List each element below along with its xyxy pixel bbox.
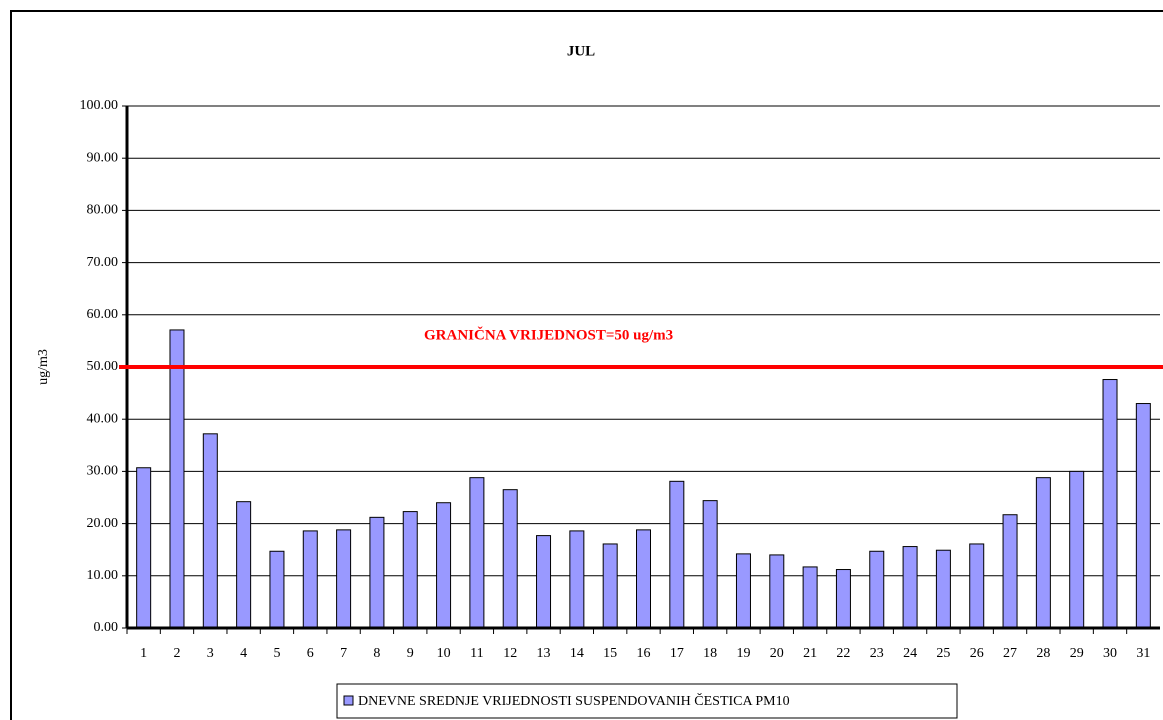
- x-tick-label: 5: [273, 646, 280, 661]
- bar: [469, 477, 485, 629]
- y-tick-label: 80.00: [87, 203, 119, 218]
- bar: [169, 329, 185, 629]
- y-tick-label: 50.00: [87, 359, 119, 374]
- x-tick-label: 21: [803, 646, 817, 661]
- bar: [869, 550, 885, 629]
- x-tick-label: 26: [970, 646, 984, 661]
- x-tick-label: 19: [736, 646, 750, 661]
- y-tick-label: 0.00: [94, 620, 119, 635]
- x-tick-label: 15: [603, 646, 617, 661]
- x-tick-label: 8: [373, 646, 380, 661]
- bar: [1069, 470, 1085, 629]
- bar: [1035, 477, 1051, 629]
- bar: [1102, 379, 1118, 629]
- bar: [569, 530, 585, 629]
- x-tick-label: 12: [503, 646, 517, 661]
- y-tick-label: 10.00: [87, 568, 119, 583]
- x-tick-label: 2: [173, 646, 180, 661]
- x-tick-label: 30: [1103, 646, 1117, 661]
- bar: [835, 569, 851, 629]
- x-tick-label: 13: [537, 646, 551, 661]
- x-tick-label: 28: [1036, 646, 1050, 661]
- bar: [902, 546, 918, 629]
- y-tick-label: 20.00: [87, 516, 119, 531]
- x-tick-label: 24: [903, 646, 917, 661]
- x-tick-label: 29: [1070, 646, 1084, 661]
- x-tick-label: 1: [140, 646, 147, 661]
- x-tick-label: 17: [670, 646, 684, 661]
- y-axis-label: ug/m3: [36, 349, 51, 385]
- bar: [636, 529, 651, 629]
- x-tick-label: 6: [307, 646, 314, 661]
- x-tick-label: 4: [240, 646, 247, 661]
- legend-box: [336, 683, 958, 719]
- bar: [369, 516, 385, 629]
- x-tick-label: 31: [1136, 646, 1150, 661]
- bar: [202, 433, 218, 629]
- bar: [302, 530, 318, 629]
- bar: [136, 467, 152, 629]
- x-tick-label: 27: [1003, 646, 1017, 661]
- bar: [802, 566, 818, 629]
- y-tick-label: 90.00: [87, 150, 119, 165]
- bar: [402, 511, 418, 629]
- x-tick-label: 11: [470, 646, 483, 661]
- bar: [336, 529, 352, 629]
- bar: [702, 500, 718, 629]
- chart-title: JUL: [567, 43, 595, 59]
- x-tick-label: 7: [340, 646, 347, 661]
- y-tick-label: 100.00: [80, 98, 119, 113]
- bar: [1002, 514, 1018, 629]
- x-tick-label: 16: [637, 646, 651, 661]
- x-tick-label: 10: [437, 646, 451, 661]
- x-tick-label: 25: [936, 646, 950, 661]
- x-tick-label: 18: [703, 646, 717, 661]
- x-tick-label: 9: [407, 646, 414, 661]
- x-tick-label: 3: [207, 646, 214, 661]
- legend-label: DNEVNE SREDNJE VRIJEDNOSTI SUSPENDOVANIH…: [358, 692, 790, 709]
- y-tick-label: 40.00: [87, 411, 119, 426]
- bar: [735, 553, 751, 629]
- bar: [602, 543, 618, 629]
- bar: [1135, 403, 1151, 629]
- y-tick-label: 30.00: [87, 464, 119, 479]
- legend-swatch: [343, 695, 354, 706]
- x-tick-label: 23: [870, 646, 884, 661]
- bar: [969, 543, 985, 629]
- bar: [536, 535, 552, 629]
- bar: [669, 480, 685, 629]
- reference-label: GRANIČNA VRIJEDNOST=50 ug/m3: [424, 326, 673, 343]
- x-tick-label: 20: [770, 646, 784, 661]
- bar: [236, 501, 252, 629]
- x-tick-label: 22: [836, 646, 850, 661]
- bar: [269, 550, 285, 629]
- y-tick-label: 70.00: [87, 255, 119, 270]
- bar: [769, 554, 785, 629]
- bar: [502, 489, 518, 629]
- x-tick-label: 14: [570, 646, 584, 661]
- bar: [935, 549, 951, 629]
- bar: [436, 502, 452, 629]
- y-tick-label: 60.00: [87, 307, 119, 322]
